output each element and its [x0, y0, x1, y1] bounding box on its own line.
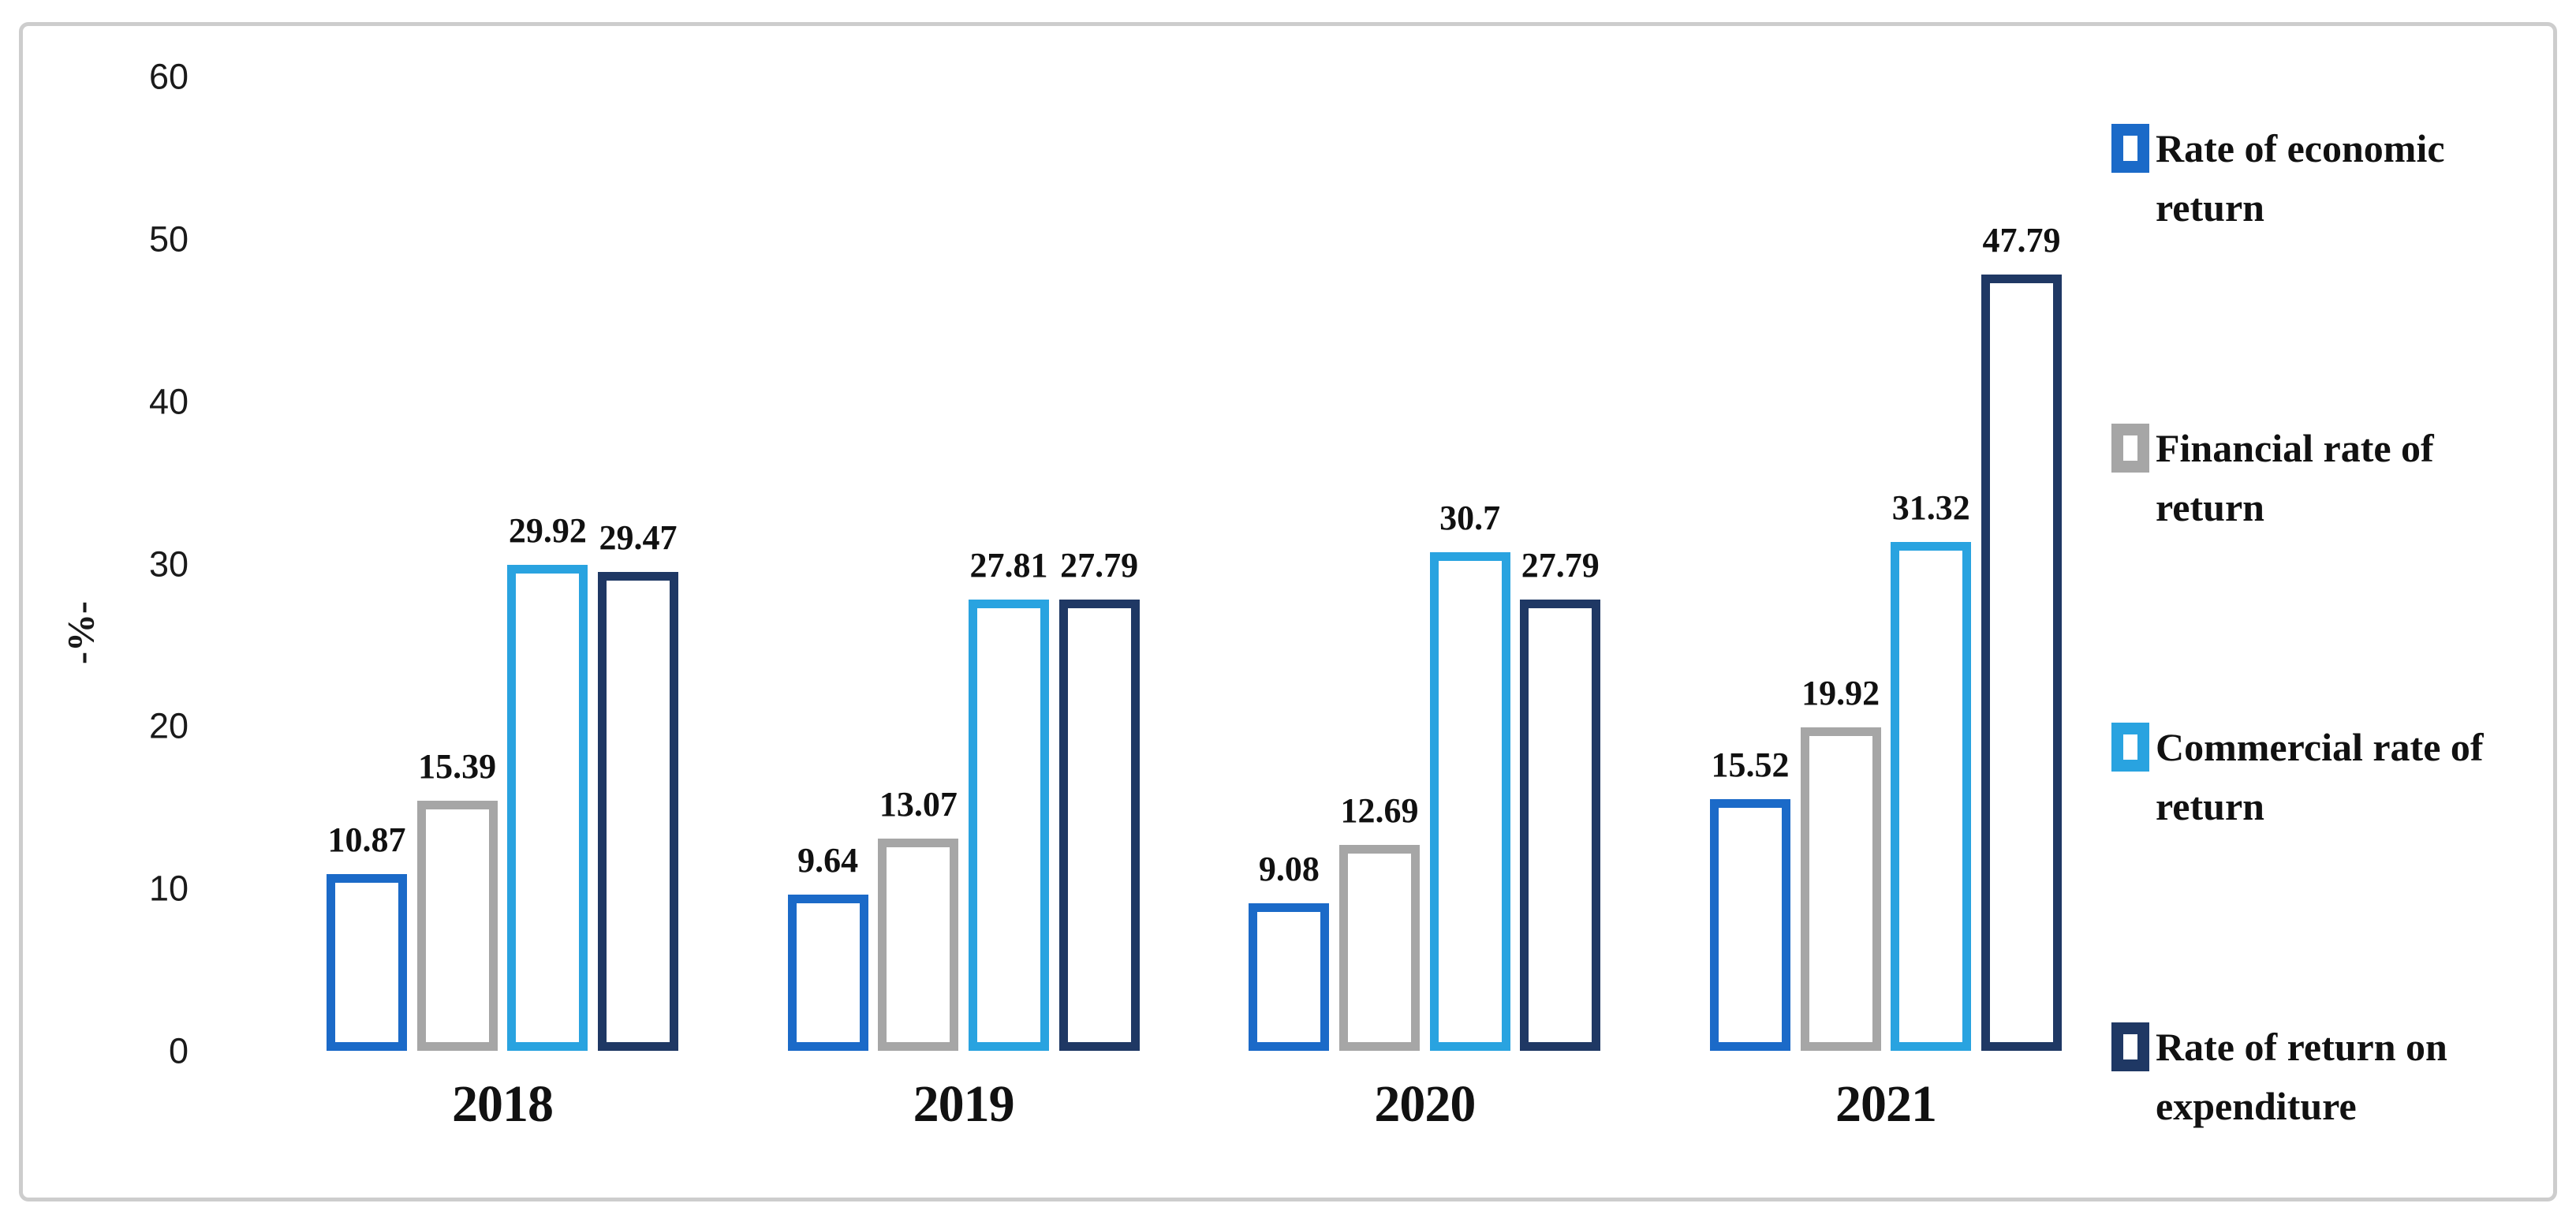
bar-rate-of-return-on-expenditure-2018: [597, 572, 678, 1051]
legend-label: Rate of economic return: [2156, 126, 2445, 230]
bar-rate-of-return-on-expenditure-2020: [1520, 600, 1601, 1051]
data-label: 13.07: [879, 784, 958, 824]
bar-group-2019: 9.64 13.07 27.81 27.79 2019: [787, 77, 1140, 1133]
bar-financial-rate-of-return-2018: [416, 801, 498, 1051]
bar-slot: 27.79: [1058, 77, 1140, 1051]
legend-label: Commercial rate of return: [2156, 725, 2484, 829]
legend: Rate of economic return Financial rate of…: [2111, 119, 2537, 1136]
bar-rate-of-economic-return-2021: [1709, 798, 1790, 1051]
data-label: 27.79: [1060, 546, 1139, 585]
data-label: 29.47: [599, 518, 678, 558]
bar-slot: 15.52: [1709, 77, 1790, 1051]
data-label: 27.81: [969, 545, 1048, 585]
bar-slot: 13.07: [878, 77, 959, 1051]
data-label: 12.69: [1340, 790, 1419, 830]
x-axis-category-label: 2019: [913, 1075, 1015, 1133]
bar-group-2018: 10.87 15.39 29.92 29.47 2018: [327, 77, 678, 1133]
bar-slot: 30.7: [1429, 77, 1510, 1051]
bar-slot: 29.47: [597, 77, 678, 1051]
legend-swatch-icon: [2111, 423, 2149, 473]
legend-entry-rate-of-return-on-expenditure: Rate of return on expenditure: [2111, 1018, 2537, 1136]
bar-slot: 9.64: [787, 77, 868, 1051]
x-axis-category-label: 2020: [1374, 1075, 1476, 1133]
legend-entry-rate-of-economic-return: Rate of economic return: [2111, 119, 2537, 237]
bars-row: 9.64 13.07 27.81 27.79: [787, 77, 1140, 1051]
data-label: 10.87: [327, 820, 406, 860]
legend-swatch-icon: [2111, 723, 2149, 772]
bar-group-2021: 15.52 19.92 31.32 47.79 2021: [1709, 77, 2062, 1133]
bar-groups: 10.87 15.39 29.92 29.47 2018 9.64 13.07 27.81 27…: [327, 77, 2062, 1133]
data-label: 9.08: [1258, 850, 1320, 889]
bars-row: 15.52 19.92 31.32 47.79: [1709, 77, 2062, 1051]
bar-commercial-rate-of-return-2020: [1429, 552, 1510, 1051]
y-axis-tick-label: 30: [148, 544, 189, 584]
y-axis-tick-label: 0: [168, 1030, 189, 1071]
bar-financial-rate-of-return-2019: [878, 838, 959, 1051]
bar-financial-rate-of-return-2021: [1800, 727, 1881, 1051]
bar-slot: 31.32: [1891, 77, 1972, 1051]
bar-commercial-rate-of-return-2021: [1891, 542, 1972, 1051]
legend-label: Rate of return on expenditure: [2156, 1024, 2447, 1128]
bar-slot: 27.81: [968, 77, 1049, 1051]
data-label: 47.79: [1982, 221, 2061, 260]
bar-slot: 10.87: [327, 77, 407, 1051]
data-label: 29.92: [508, 511, 587, 551]
legend-swatch-icon: [2111, 1022, 2149, 1071]
y-axis-tick-label: 50: [148, 219, 189, 260]
bar-slot: 29.92: [507, 77, 588, 1051]
bar-rate-of-return-on-expenditure-2019: [1058, 600, 1140, 1051]
y-axis-title: -%-: [60, 601, 103, 664]
data-label: 15.52: [1711, 745, 1790, 784]
legend-entry-commercial-rate-of-return: Commercial rate of return: [2111, 718, 2537, 836]
bar-financial-rate-of-return-2020: [1338, 844, 1420, 1051]
bar-rate-of-economic-return-2018: [327, 874, 407, 1051]
bar-slot: 9.08: [1249, 77, 1330, 1051]
legend-label: Financial rate of return: [2156, 425, 2434, 529]
bar-commercial-rate-of-return-2018: [507, 565, 588, 1051]
bar-commercial-rate-of-return-2019: [968, 599, 1049, 1051]
bars-row: 10.87 15.39 29.92 29.47: [327, 77, 678, 1051]
bar-slot: 19.92: [1800, 77, 1881, 1051]
data-label: 27.79: [1521, 546, 1600, 585]
plot-area: 0 10 20 30 40 50 60 10.87 15.39 29.92 29.47 2018 9.…: [149, 59, 2062, 1133]
bar-rate-of-return-on-expenditure-2021: [1981, 275, 2062, 1051]
x-axis-category-label: 2021: [1835, 1075, 1937, 1133]
y-axis-tick-label: 20: [148, 705, 189, 746]
bar-slot: 27.79: [1520, 77, 1601, 1051]
x-axis-category-label: 2018: [452, 1075, 554, 1133]
data-label: 15.39: [418, 747, 497, 787]
y-axis-tick-label: 60: [148, 56, 189, 97]
legend-entry-financial-rate-of-return: Financial rate of return: [2111, 419, 2537, 537]
data-label: 30.7: [1439, 499, 1501, 538]
y-axis-tick-label: 10: [148, 868, 189, 909]
bar-rate-of-economic-return-2019: [787, 894, 868, 1051]
y-axis-tick-labels: 0 10 20 30 40 50 60: [121, 59, 189, 1069]
bar-group-2020: 9.08 12.69 30.7 27.79 2020: [1249, 77, 1601, 1133]
data-label: 31.32: [1891, 488, 1970, 528]
bars-row: 9.08 12.69 30.7 27.79: [1249, 77, 1601, 1051]
data-label: 19.92: [1801, 673, 1880, 712]
y-axis-tick-label: 40: [148, 381, 189, 422]
bar-slot: 15.39: [416, 77, 498, 1051]
bar-rate-of-economic-return-2020: [1249, 903, 1330, 1051]
data-label: 9.64: [797, 840, 859, 880]
bar-slot: 12.69: [1338, 77, 1420, 1051]
legend-swatch-icon: [2111, 124, 2149, 173]
bar-slot: 47.79: [1981, 77, 2062, 1051]
figure-frame: -%- 0 10 20 30 40 50 60 10.87 15.39 29.92 29.47 20…: [19, 22, 2557, 1201]
